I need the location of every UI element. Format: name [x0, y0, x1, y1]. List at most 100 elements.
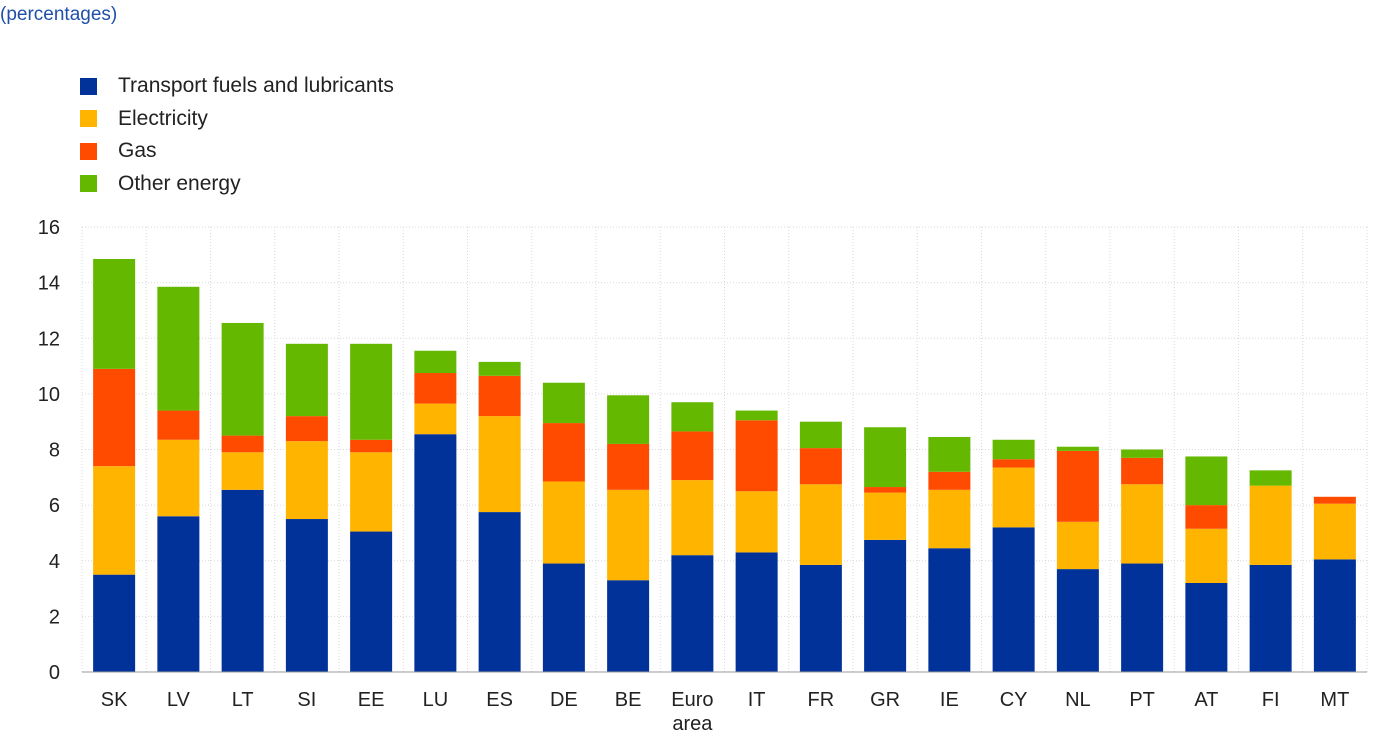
x-tick-label: CY — [1000, 689, 1028, 711]
bar-sk-series-2 — [93, 368, 136, 467]
bar-si-series-1 — [285, 441, 328, 520]
bar-si-series-3 — [285, 343, 328, 417]
bar-ee-series-2 — [350, 439, 393, 453]
bar-cy-series-2 — [992, 459, 1035, 468]
bar-si-series-2 — [285, 416, 328, 442]
bar-mt-series-0 — [1313, 559, 1356, 672]
bar-mt-series-2 — [1313, 496, 1356, 504]
bar-lv-series-3 — [157, 286, 200, 411]
y-tick-label: 6 — [49, 495, 60, 517]
chart-subtitle: (percentages) — [0, 4, 118, 25]
bar-ee-series-0 — [350, 531, 393, 672]
x-tick-label: PT — [1129, 689, 1155, 711]
bar-gr-series-3 — [864, 427, 907, 488]
bar-cy-series-3 — [992, 439, 1035, 460]
bar-lu-series-3 — [414, 350, 457, 374]
legend-swatch-electricity — [80, 110, 97, 128]
x-tick-label: BE — [615, 689, 642, 711]
legend-item-transport: Transport fuels and lubricants — [80, 70, 394, 103]
bar-es-series-1 — [478, 416, 521, 513]
x-tick-label: MT — [1320, 689, 1349, 711]
bar-at-series-1 — [1185, 528, 1228, 583]
bar-lu-series-1 — [414, 403, 457, 435]
bar-sk-series-3 — [93, 258, 136, 369]
bar-de-series-2 — [542, 423, 585, 482]
x-tick-label: SK — [101, 689, 128, 711]
legend-item-gas: Gas — [80, 135, 394, 168]
bar-be-series-2 — [607, 443, 650, 490]
bar-nl-series-3 — [1056, 446, 1099, 451]
y-tick-label: 8 — [49, 440, 60, 462]
bar-fr-series-1 — [799, 484, 842, 565]
bar-de-series-0 — [542, 563, 585, 672]
bar-it-series-3 — [735, 410, 778, 421]
x-tick-label: DE — [550, 689, 578, 711]
legend-swatch-other-energy — [80, 175, 97, 193]
x-tick-label: Euro — [671, 689, 713, 711]
bar-nl-series-2 — [1056, 450, 1099, 522]
bar-fi-series-3 — [1249, 470, 1292, 486]
legend-label-gas: Gas — [118, 139, 157, 163]
bar-it-series-2 — [735, 420, 778, 492]
bar-gr-series-0 — [864, 539, 907, 672]
bar-fi-series-0 — [1249, 564, 1292, 672]
bar-euro-area-series-1 — [671, 480, 714, 556]
y-tick-label: 10 — [38, 384, 60, 406]
y-tick-label: 14 — [38, 273, 60, 295]
bar-cy-series-0 — [992, 527, 1035, 672]
bar-at-series-3 — [1185, 456, 1228, 506]
bar-lu-series-0 — [414, 434, 457, 672]
x-tick-label: AT — [1194, 689, 1218, 711]
bar-pt-series-3 — [1121, 449, 1164, 458]
bar-ee-series-1 — [350, 452, 393, 532]
bar-lt-series-2 — [221, 435, 264, 453]
bar-nl-series-1 — [1056, 521, 1099, 570]
x-tick-label: FR — [808, 689, 835, 711]
bar-lv-series-1 — [157, 439, 200, 517]
legend-item-electricity: Electricity — [80, 103, 394, 136]
bar-gr-series-2 — [864, 487, 907, 493]
bar-de-series-1 — [542, 481, 585, 564]
bar-euro-area-series-0 — [671, 555, 714, 672]
y-tick-label: 2 — [49, 606, 60, 628]
bar-ie-series-3 — [928, 436, 971, 472]
bar-lt-series-3 — [221, 322, 264, 436]
legend-item-other-energy: Other energy — [80, 168, 394, 201]
x-tick-label: IE — [940, 689, 959, 711]
x-tick-label: GR — [870, 689, 900, 711]
bar-euro-area-series-3 — [671, 402, 714, 432]
bar-be-series-1 — [607, 489, 650, 581]
bar-mt-series-1 — [1313, 503, 1356, 560]
x-tick-label: ES — [486, 689, 513, 711]
bar-pt-series-0 — [1121, 563, 1164, 672]
x-tick-label: EE — [358, 689, 385, 711]
bar-lv-series-2 — [157, 410, 200, 440]
bar-lt-series-0 — [221, 489, 264, 672]
bar-ie-series-1 — [928, 489, 971, 549]
bar-gr-series-1 — [864, 492, 907, 540]
bar-fr-series-3 — [799, 421, 842, 449]
bar-es-series-2 — [478, 375, 521, 417]
bar-at-series-0 — [1185, 583, 1228, 672]
legend-label-other-energy: Other energy — [118, 171, 241, 195]
bar-be-series-3 — [607, 395, 650, 444]
x-tick-label: FI — [1262, 689, 1280, 711]
y-tick-label: 12 — [38, 328, 60, 350]
bar-it-series-1 — [735, 491, 778, 553]
y-tick-label: 16 — [38, 217, 60, 239]
x-tick-label: LT — [232, 689, 254, 711]
legend-swatch-gas — [80, 142, 97, 160]
bar-es-series-3 — [478, 361, 521, 376]
bar-fr-series-0 — [799, 564, 842, 672]
bar-es-series-0 — [478, 512, 521, 672]
legend-label-transport: Transport fuels and lubricants — [118, 74, 394, 98]
bar-lv-series-0 — [157, 516, 200, 672]
bar-ee-series-3 — [350, 343, 393, 440]
bar-cy-series-1 — [992, 467, 1035, 528]
bar-sk-series-1 — [93, 466, 136, 575]
bar-nl-series-0 — [1056, 569, 1099, 672]
x-tick-label: LU — [423, 689, 449, 711]
legend-label-electricity: Electricity — [118, 106, 208, 130]
bar-ie-series-0 — [928, 548, 971, 672]
